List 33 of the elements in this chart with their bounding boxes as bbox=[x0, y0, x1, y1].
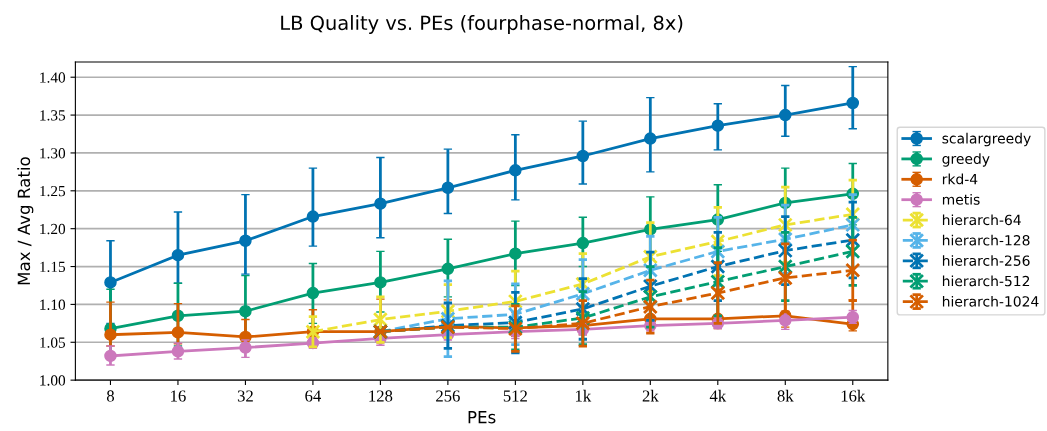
legend-label: hierarch-256 bbox=[942, 255, 1030, 266]
y-tick-label: 1.10 bbox=[40, 299, 66, 310]
x-tick-label: 4k bbox=[709, 389, 727, 402]
legend-label: scalargreedy bbox=[942, 132, 1031, 147]
x-tick-label: 8k bbox=[777, 389, 794, 402]
x-axis-title: PEs bbox=[468, 411, 496, 424]
x-tick-label: 32 bbox=[237, 390, 253, 402]
y-tick-label: 1.15 bbox=[40, 261, 66, 273]
y-axis-title: Max / Avg Ratio bbox=[17, 157, 34, 285]
y-tick-label: 1.00 bbox=[40, 375, 66, 386]
legend-label: hierarch-128 bbox=[942, 234, 1030, 246]
x-tick-label: 16k bbox=[841, 389, 866, 402]
legend-label: hierarch-64 bbox=[942, 214, 1021, 226]
y-tick-label: 1.40 bbox=[40, 72, 66, 83]
legend-label: greedy bbox=[942, 153, 990, 167]
x-tick-label: 2k bbox=[642, 389, 659, 402]
y-tick-label: 1.35 bbox=[40, 110, 66, 121]
x-tick-label: 8 bbox=[106, 390, 115, 402]
legend-label: metis bbox=[942, 194, 980, 205]
y-tick-label: 1.20 bbox=[40, 223, 66, 235]
x-tick-label: 64 bbox=[305, 390, 321, 402]
legend-label: rkd-4 bbox=[942, 173, 978, 185]
x-tick-label: 128 bbox=[369, 390, 393, 402]
legend-label: hierarch-512 bbox=[942, 275, 1030, 287]
x-tick-label: 256 bbox=[436, 390, 460, 402]
x-tick-label: 16 bbox=[171, 390, 186, 402]
legend-label: hierarch-1024 bbox=[942, 295, 1039, 307]
x-tick-label: 1k bbox=[575, 389, 592, 402]
chart-title: LB Quality vs. PEs (fourphase-normal, 8x) bbox=[281, 15, 683, 34]
y-tick-label: 1.05 bbox=[40, 337, 66, 348]
x-tick-label: 512 bbox=[503, 390, 527, 402]
y-tick-label: 1.30 bbox=[40, 148, 66, 159]
y-tick-label: 1.25 bbox=[40, 185, 66, 197]
